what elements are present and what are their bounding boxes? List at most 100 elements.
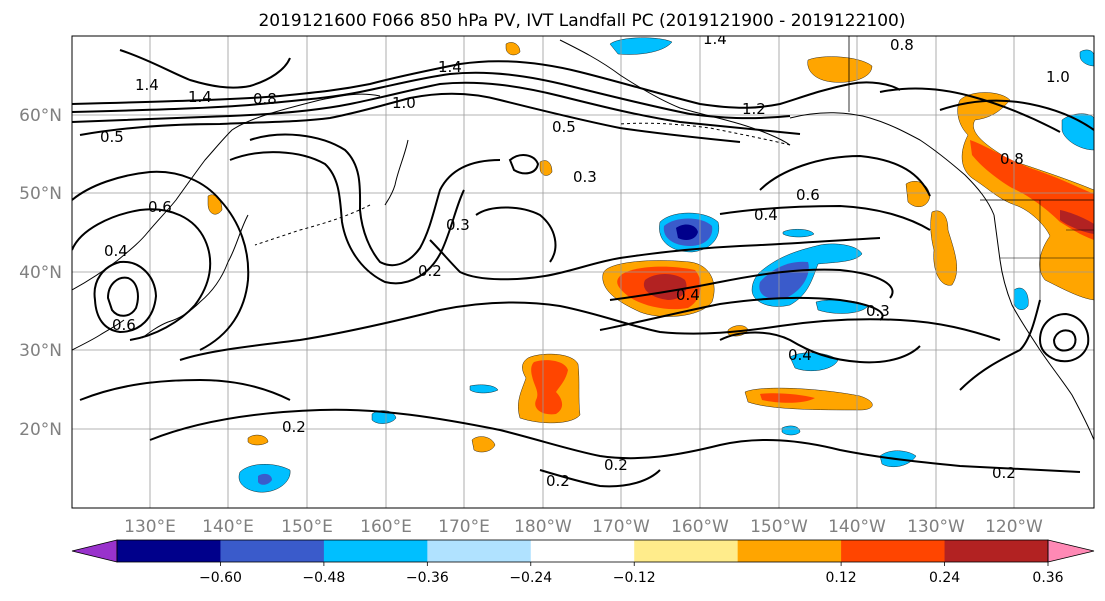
lon-label-130e: 130°E [124, 517, 176, 537]
colorbar-cell [220, 540, 325, 562]
neg-anomaly-spot-1-core [258, 473, 272, 485]
contour-label-12: 0.4 [754, 206, 778, 224]
pos-anomaly-spot-5 [247, 434, 269, 446]
contour-label-11: 0.2 [418, 262, 442, 280]
lat-label-40n: 40°N [19, 263, 62, 283]
map-title: 2019121600 F066 850 hPa PV, IVT Landfall… [258, 11, 905, 31]
coast-west-america [993, 214, 1094, 441]
contour-label-1: 1.4 [135, 76, 159, 94]
contour-trough-1 [249, 133, 501, 267]
contour-jet-3 [72, 81, 801, 135]
pos-anomaly-spot-1 [471, 436, 496, 453]
colorbar-cell [737, 540, 842, 562]
contour-label-16: 0.4 [788, 346, 812, 364]
lat-label-50n: 50°N [19, 184, 62, 204]
border-states [1000, 200, 1094, 300]
lat-label-30n: 30°N [19, 341, 62, 361]
contour-label-25: 0.8 [1000, 150, 1024, 168]
contour-06-east [759, 154, 931, 197]
contour-lobe-2 [119, 49, 291, 89]
coast-japan [141, 214, 249, 339]
pos-anomaly-inland-2 [930, 210, 957, 286]
graticule [72, 36, 1094, 508]
map-panel: 1.4 1.4 1.4 0.8 1.4 1.0 0.5 0.5 0.3 0.3 … [71, 30, 1095, 509]
colorbar-cell [841, 540, 946, 562]
neg-anomaly-spot-9 [781, 425, 801, 436]
contour-label-13: 0.6 [796, 186, 820, 204]
contour-label-27: 1.2 [742, 100, 766, 118]
map-frame [71, 35, 1095, 509]
contour-04-east [719, 204, 931, 231]
contour-label-15: 0.3 [866, 302, 890, 320]
pos-anomaly-spot-6 [807, 56, 873, 83]
lon-label-120w: 120°W [985, 517, 1043, 537]
contour-label-9: 0.3 [573, 168, 597, 186]
colorbar-tick-label: 0.24 [929, 570, 960, 586]
colorbar-tick-label: 0.36 [1032, 570, 1063, 586]
lat-label-20n: 20°N [19, 420, 62, 440]
lat-labels: 60°N 50°N 40°N 30°N 20°N [19, 106, 62, 440]
pos-anomaly-spot-7 [505, 42, 521, 56]
lon-label-140e: 140°E [202, 517, 254, 537]
contour-label-6: 1.0 [392, 94, 416, 112]
contour-trough-2 [229, 151, 465, 285]
lon-label-150e: 150°E [281, 517, 333, 537]
pos-anomaly-inland [905, 181, 931, 207]
colorbar-ticks: −0.60−0.48−0.36−0.24−0.120.120.240.360.4… [199, 562, 1064, 586]
contour-e-pac-2 [879, 87, 1061, 133]
lon-label-180w: 180°W [514, 517, 572, 537]
contour-jet-4 [79, 92, 741, 143]
contour-jet-2 [72, 71, 791, 120]
pos-anomaly-180w-inner [531, 360, 568, 415]
coast-kuril-islands [254, 204, 371, 246]
colorbar-cells [71, 539, 1095, 563]
pos-anomaly-coast [957, 92, 1094, 301]
contour-label-5: 1.4 [703, 30, 727, 48]
lon-label-130w: 130°W [907, 517, 965, 537]
contour-label-24: 1.0 [1046, 68, 1070, 86]
colorbar-frame [116, 539, 1049, 563]
contour-e-pac-1 [939, 99, 1094, 131]
neg-anomaly-small-1 [782, 229, 815, 238]
colorbar-cell [944, 540, 1049, 562]
colorbar-tick-label: −0.48 [302, 570, 345, 586]
contour-label-7: 0.5 [100, 128, 124, 146]
colorbar-cell [323, 540, 428, 562]
lat-label-60n: 60°N [19, 106, 62, 126]
colorbar-tick-label: 0.12 [826, 570, 857, 586]
contour-label-14: 0.4 [676, 286, 700, 304]
lon-label-170w: 170°W [592, 517, 650, 537]
contour-label-22: 0.6 [148, 198, 172, 216]
contour-label-18: 0.2 [546, 472, 570, 490]
contour-label-17: 0.2 [282, 418, 306, 436]
colorbar-cell [427, 540, 532, 562]
contour-lobe-1 [475, 206, 557, 263]
contour-04-center [609, 268, 894, 301]
contour-labels: 1.4 1.4 1.4 0.8 1.4 1.0 0.5 0.5 0.3 0.3 … [100, 30, 1070, 490]
coast-kamchatka [384, 139, 409, 206]
colorbar-extend-high [1047, 539, 1095, 563]
colorbar-tick-label: −0.36 [406, 570, 449, 586]
contour-label-21: 0.6 [112, 316, 136, 334]
lon-labels: 130°E 140°E 150°E 160°E 170°E 180°W 170°… [124, 517, 1043, 537]
coast-asia [72, 93, 381, 291]
contour-lobe-3 [508, 154, 540, 175]
contour-label-20: 0.2 [992, 464, 1016, 482]
coast-asia-south [72, 319, 125, 351]
contour-e-low [1038, 312, 1090, 363]
contour-label-2: 1.4 [188, 88, 212, 106]
contour-west-4 [72, 170, 250, 351]
coast-aleutians [619, 122, 791, 146]
contour-label-8: 0.5 [552, 118, 576, 136]
contour-west-3 [72, 208, 212, 341]
contour-03-north [429, 237, 881, 281]
colorbar-tick-label: −0.12 [613, 570, 656, 586]
contour-02-south-3 [539, 469, 661, 488]
colorbar-cell [530, 540, 635, 562]
colorbar-extend-low [71, 539, 118, 563]
contour-02-south-2 [79, 378, 291, 401]
neg-anomaly-spot-5 [609, 37, 673, 55]
contour-west-low [93, 260, 158, 334]
lon-label-170e: 170°E [438, 517, 490, 537]
